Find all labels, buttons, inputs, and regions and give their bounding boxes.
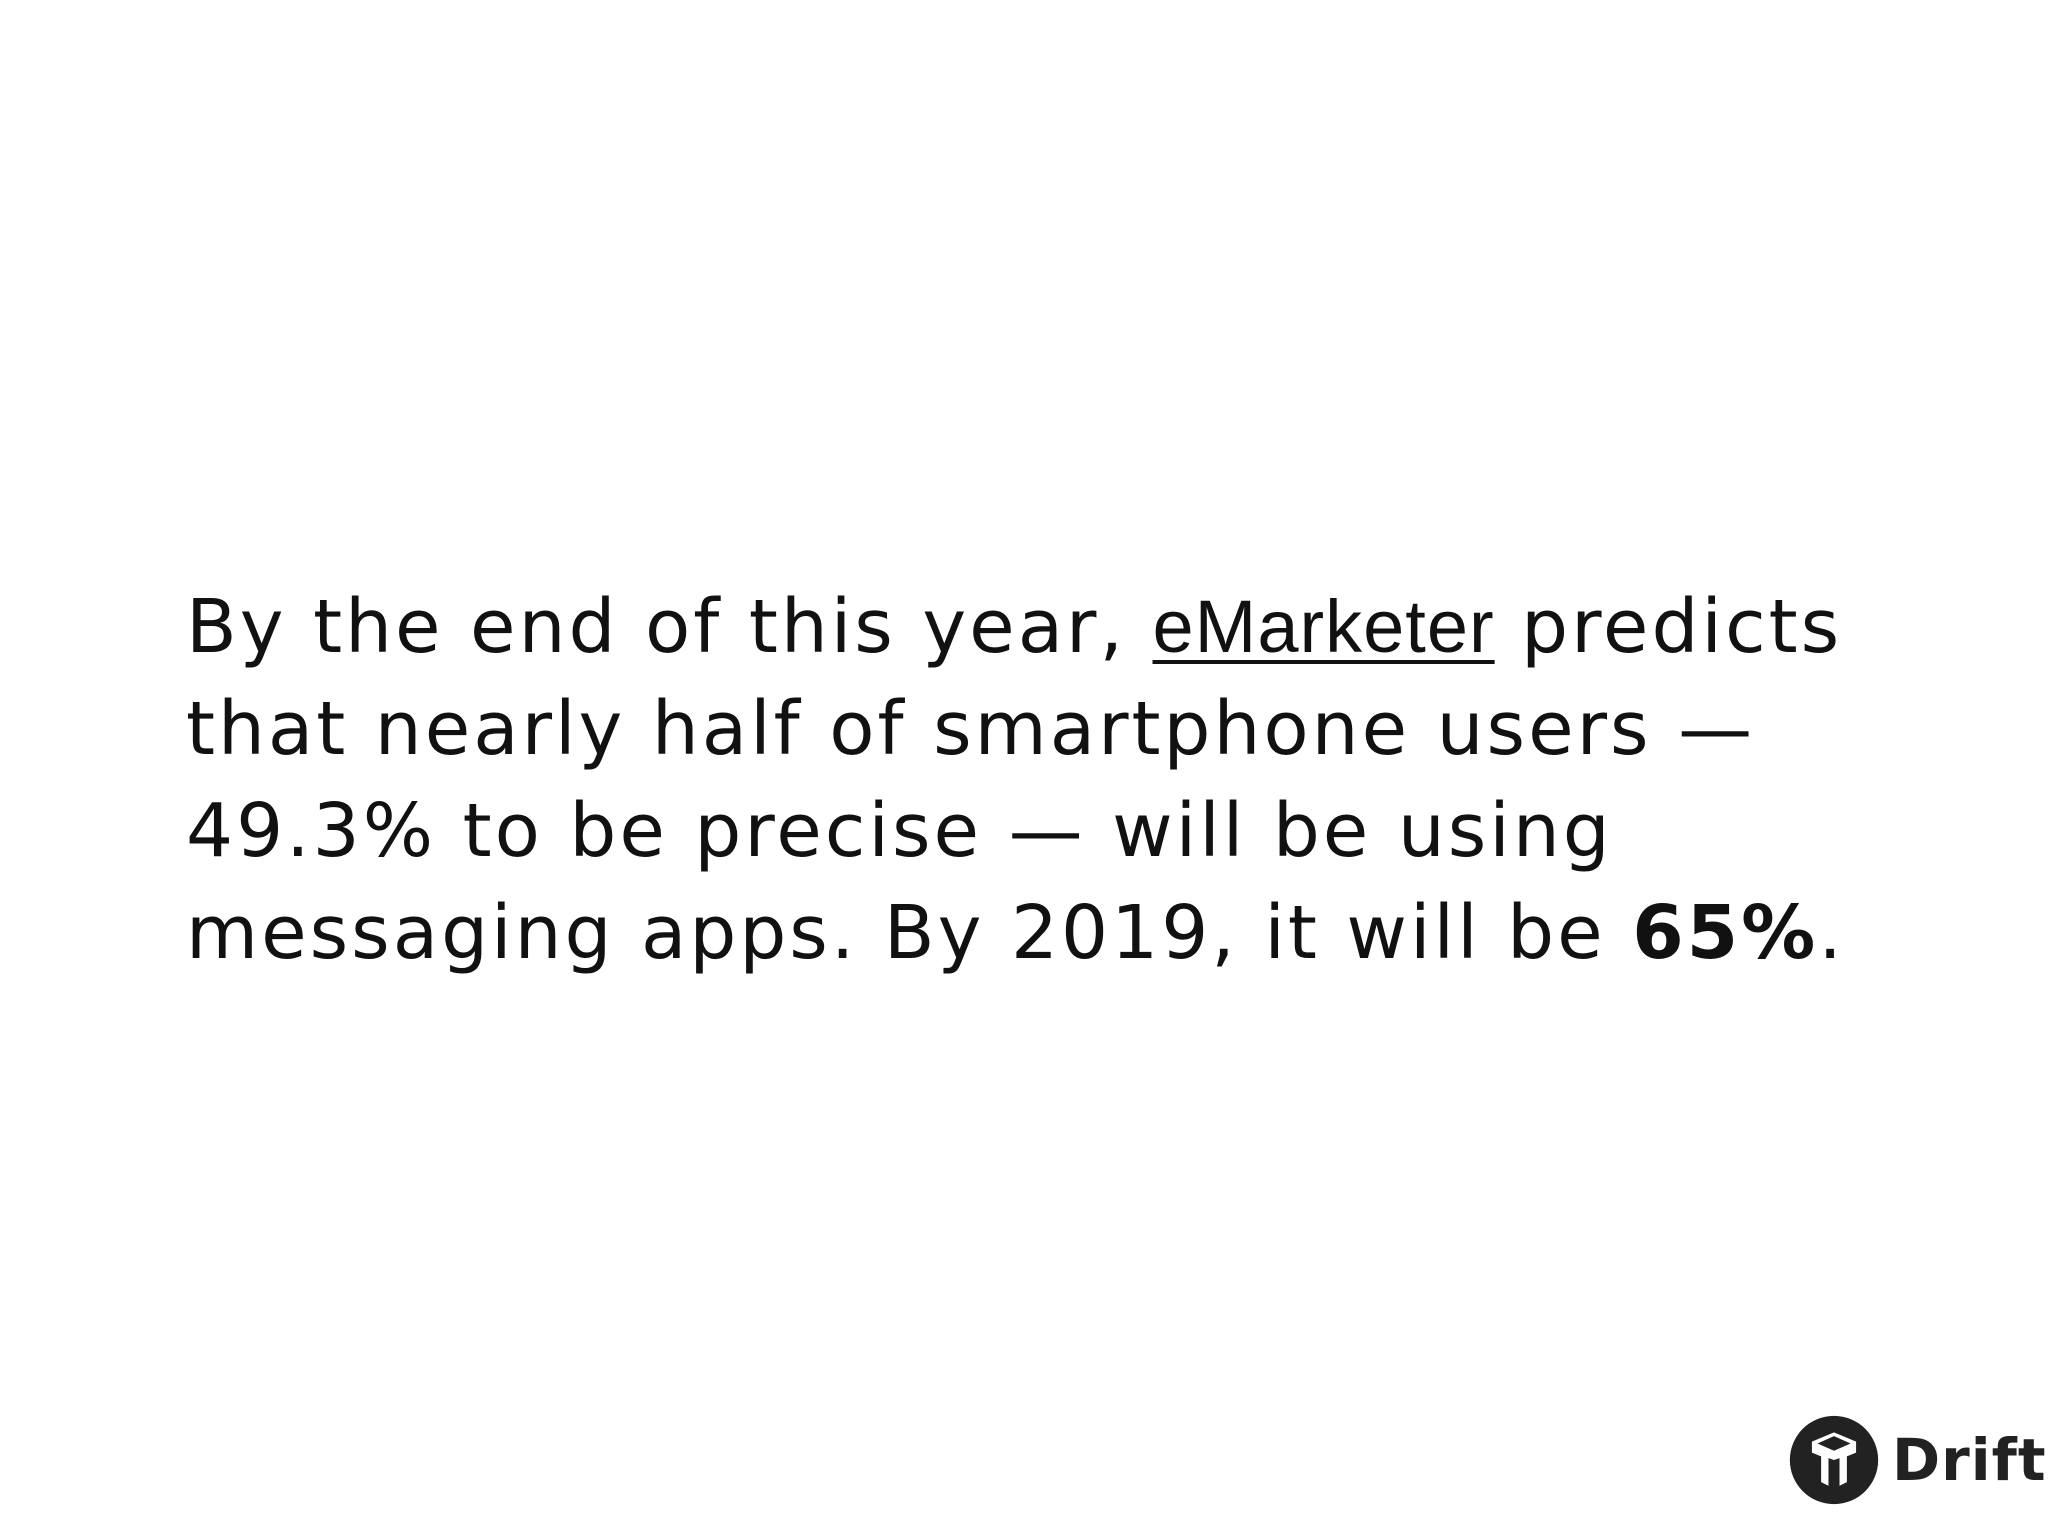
- text-segment: By the end of this year,: [186, 584, 1153, 670]
- text-segment: messaging apps. By 2019, it will be: [186, 890, 1633, 976]
- brand-name: Drift: [1892, 1426, 2047, 1494]
- quote-paragraph: By the end of this year, eMarketer predi…: [186, 576, 1946, 984]
- text-segment: .: [1818, 890, 1845, 976]
- paragraph-line-1: By the end of this year, eMarketer predi…: [186, 576, 1946, 678]
- drift-logo-icon: [1789, 1415, 1879, 1505]
- emarketer-link[interactable]: eMarketer: [1152, 585, 1495, 668]
- paragraph-line-3: 49.3% to be precise — will be using: [186, 788, 1613, 874]
- highlight-percentage: 65%: [1632, 890, 1819, 976]
- paragraph-line-2: that nearly half of smartphone users —: [186, 686, 1756, 772]
- paragraph-line-4: messaging apps. By 2019, it will be 65%.: [186, 882, 1946, 984]
- text-segment: predicts: [1494, 584, 1843, 670]
- drift-logo: Drift: [1788, 1412, 2047, 1508]
